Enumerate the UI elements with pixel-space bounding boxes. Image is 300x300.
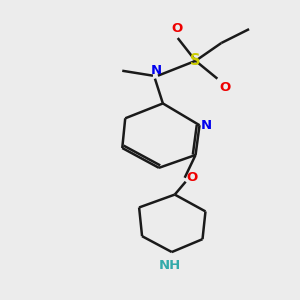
Text: NH: NH [159,259,181,272]
Text: S: S [190,53,201,68]
Text: O: O [171,22,182,35]
Text: N: N [150,64,161,77]
Text: N: N [200,119,212,132]
Text: O: O [187,171,198,184]
Text: O: O [219,81,231,94]
